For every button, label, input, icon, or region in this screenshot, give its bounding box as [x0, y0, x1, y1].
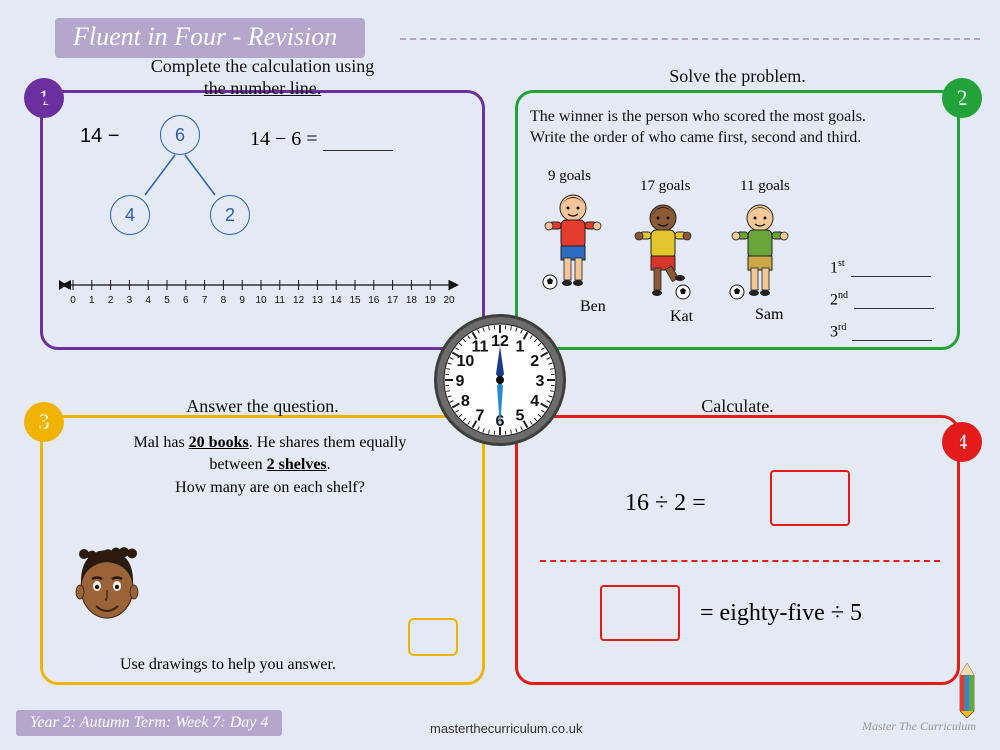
svg-text:6: 6: [183, 295, 189, 306]
svg-text:20: 20: [443, 295, 455, 306]
rank-1st: 1st: [830, 258, 931, 277]
panel3-answer-box[interactable]: [408, 618, 458, 656]
svg-text:10: 10: [456, 353, 474, 370]
svg-text:4: 4: [530, 393, 539, 410]
bond-line-left: [140, 150, 180, 200]
svg-text:16: 16: [368, 295, 380, 306]
svg-text:8: 8: [461, 393, 470, 410]
svg-text:4: 4: [145, 295, 151, 306]
goals-ben: 9 goals: [548, 168, 591, 185]
panel4-answer-box-2[interactable]: [600, 585, 680, 641]
page-title: Fluent in Four - Revision: [55, 18, 365, 58]
kid-ben: [538, 190, 608, 290]
svg-text:2: 2: [108, 295, 114, 306]
rank1-blank[interactable]: [851, 276, 931, 277]
panel3-help-text: Use drawings to help you answer.: [120, 656, 336, 674]
svg-text:14: 14: [331, 295, 343, 306]
kid-sam: [725, 200, 795, 300]
number-line: 01234567891011121314151617181920: [55, 265, 465, 325]
panel-4: [515, 415, 960, 685]
svg-text:9: 9: [456, 373, 465, 390]
p2-line1: The winner is the person who scored the …: [530, 108, 866, 125]
number-bond-right: 2: [210, 195, 250, 235]
panel4-answer-box-1[interactable]: [770, 470, 850, 526]
svg-text:0: 0: [70, 295, 76, 306]
footer-url: masterthecurriculum.co.uk: [430, 721, 582, 736]
panel3-instruction: Answer the question.: [40, 396, 485, 418]
svg-text:13: 13: [312, 295, 324, 306]
rank3-blank[interactable]: [852, 340, 932, 341]
svg-text:3: 3: [536, 373, 545, 390]
panel1-instruction: Complete the calculation using the numbe…: [40, 56, 485, 99]
svg-text:15: 15: [349, 295, 361, 306]
panel1-eq-text: 14 − 6 =: [250, 128, 318, 150]
brand-pencil-icon: [952, 663, 982, 718]
number-bond-left: 4: [110, 195, 150, 235]
goals-sam: 11 goals: [740, 178, 790, 195]
rank-3rd: 3rd: [830, 322, 932, 341]
panel1-minuend: 14 −: [80, 125, 119, 148]
panel1-instr-line1: Complete the calculation using: [151, 56, 374, 76]
svg-text:12: 12: [293, 295, 305, 306]
footer-info: Year 2: Autumn Term: Week 7: Day 4: [16, 710, 282, 736]
name-kat: Kat: [670, 308, 693, 326]
name-ben: Ben: [580, 298, 606, 316]
svg-text:1: 1: [89, 295, 95, 306]
svg-text:9: 9: [239, 295, 245, 306]
svg-text:18: 18: [406, 295, 418, 306]
panel2-instruction: Solve the problem.: [515, 66, 960, 88]
panel4-equation-1: 16 ÷ 2 =: [625, 490, 706, 517]
panel4-divider: [540, 560, 940, 562]
svg-text:3: 3: [127, 295, 133, 306]
svg-text:7: 7: [202, 295, 208, 306]
svg-text:2: 2: [530, 353, 539, 370]
rank-2nd: 2nd: [830, 290, 934, 309]
svg-text:7: 7: [476, 408, 485, 425]
panel4-instruction: Calculate.: [515, 396, 960, 418]
clock-icon: 121234567891011: [430, 310, 570, 450]
svg-text:19: 19: [425, 295, 437, 306]
svg-text:5: 5: [516, 408, 525, 425]
bond-line-right: [180, 150, 220, 200]
kid-kat: [628, 200, 698, 300]
brand-text: Master The Curriculum: [862, 719, 976, 734]
panel1-instr-line2: the number line.: [204, 78, 321, 98]
name-sam: Sam: [755, 306, 783, 324]
svg-text:10: 10: [255, 295, 267, 306]
goals-kat: 17 goals: [640, 178, 690, 195]
svg-text:11: 11: [472, 338, 489, 355]
panel1-equation: 14 − 6 =: [250, 128, 393, 151]
mal-face-icon: [70, 540, 145, 630]
title-dots: [400, 38, 980, 40]
svg-text:5: 5: [164, 295, 170, 306]
svg-text:8: 8: [221, 295, 227, 306]
number-bond-top: 6: [160, 115, 200, 155]
svg-text:17: 17: [387, 295, 399, 306]
p2-line2: Write the order of who came first, secon…: [530, 129, 861, 146]
panel3-problem-text: Mal has 20 books. He shares them equally…: [70, 432, 470, 499]
svg-text:1: 1: [516, 338, 525, 355]
panel2-problem-text: The winner is the person who scored the …: [530, 107, 950, 149]
panel1-answer-blank[interactable]: [323, 150, 393, 151]
rank2-blank[interactable]: [854, 308, 934, 309]
panel4-equation-2: = eighty-five ÷ 5: [700, 600, 862, 627]
svg-text:11: 11: [275, 295, 286, 306]
